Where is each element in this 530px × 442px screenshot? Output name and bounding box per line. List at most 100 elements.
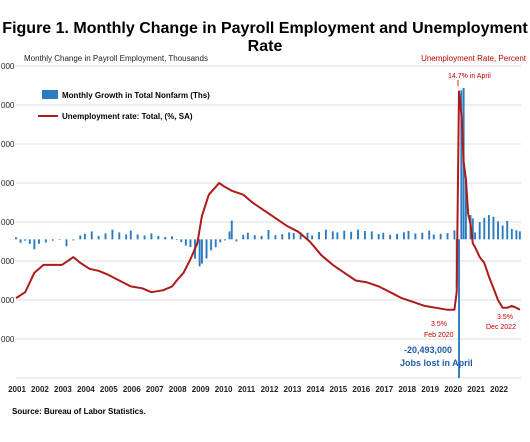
bar xyxy=(253,235,256,240)
figure-title: Figure 1. Monthly Change in Payroll Empl… xyxy=(2,20,528,55)
bar xyxy=(260,235,263,240)
x-axis-ticks: 2001 2002 2003 2004 2005 2006 2007 2008 2009 2010… xyxy=(8,385,508,394)
bar xyxy=(150,233,153,240)
left-tick-label: 000 xyxy=(1,257,15,266)
bar xyxy=(306,232,309,240)
bar xyxy=(175,239,178,241)
left-axis-ticks: 000 000 000 000 000 000 000 000 xyxy=(1,62,15,344)
left-tick-label: 000 xyxy=(1,296,15,305)
bar xyxy=(311,235,314,240)
x-tick-label: 2007 xyxy=(146,385,164,394)
annotation-label: Jobs lost in April xyxy=(400,358,473,368)
bar xyxy=(38,239,40,244)
bar xyxy=(83,233,86,240)
bar xyxy=(464,180,467,240)
x-tick-label: 2009 xyxy=(192,385,210,394)
bar xyxy=(136,234,139,240)
bar xyxy=(487,215,490,240)
x-tick-label: 2019 xyxy=(421,385,439,394)
bar xyxy=(458,239,460,378)
bar xyxy=(446,233,449,240)
annotation-label: 3.5% xyxy=(431,321,447,328)
bar xyxy=(164,236,167,240)
bar xyxy=(72,239,75,241)
bar xyxy=(214,239,217,248)
left-tick-label: 000 xyxy=(1,179,15,188)
bar xyxy=(506,220,509,240)
bar xyxy=(157,235,160,240)
x-tick-label: 2003 xyxy=(54,385,72,394)
bar xyxy=(184,239,187,246)
bar xyxy=(51,239,54,241)
x-tick-label: 2021 xyxy=(467,385,485,394)
bar xyxy=(118,232,121,240)
annotation-label: 14.7% in April xyxy=(448,73,491,80)
left-axis-label: Monthly Change in Payroll Employment, Th… xyxy=(24,54,208,63)
left-tick-label: 000 xyxy=(1,218,15,227)
unemployment-line xyxy=(15,90,521,311)
bar xyxy=(370,231,373,240)
bar xyxy=(228,231,231,240)
bar xyxy=(501,225,504,240)
bar xyxy=(33,239,36,250)
left-tick-label: 000 xyxy=(1,62,15,71)
bar xyxy=(246,232,249,240)
left-tick-label: 000 xyxy=(1,101,15,110)
x-tick-label: 2005 xyxy=(100,385,118,394)
x-tick-label: 2018 xyxy=(398,385,416,394)
bar xyxy=(223,239,226,241)
bar xyxy=(15,237,17,240)
bar xyxy=(357,229,359,240)
bar xyxy=(331,231,334,240)
bar xyxy=(414,233,417,240)
bar xyxy=(363,231,366,240)
bar xyxy=(97,235,100,240)
bar xyxy=(471,218,474,240)
legend: Monthly Growth in Total Nonfarm (Ths) Un… xyxy=(38,90,210,121)
bar xyxy=(171,236,174,240)
bar xyxy=(143,235,146,240)
bar xyxy=(439,233,442,240)
bar xyxy=(200,239,203,264)
x-tick-label: 2013 xyxy=(284,385,302,394)
bar xyxy=(274,235,277,240)
bar xyxy=(180,239,183,243)
x-tick-label: 2002 xyxy=(31,385,49,394)
bar xyxy=(281,234,284,240)
line-series xyxy=(15,90,521,311)
legend-bar-label: Monthly Growth in Total Nonfarm (Ths) xyxy=(62,91,210,100)
bar xyxy=(343,230,346,240)
annotation-label: Dec 2022 xyxy=(486,324,516,331)
left-tick-label: 000 xyxy=(1,140,15,149)
bar xyxy=(396,233,398,240)
right-axis-label: Unemployment Rate, Percent xyxy=(421,54,526,63)
bar xyxy=(288,232,291,240)
bar xyxy=(460,90,463,240)
annotation-label: Feb 2020 xyxy=(424,332,454,339)
bar xyxy=(318,232,320,240)
bar xyxy=(230,220,233,240)
bar xyxy=(389,234,392,240)
bar xyxy=(382,232,385,240)
bar xyxy=(219,239,222,243)
legend-line-label: Unemployment rate: Total, (%, SA) xyxy=(62,112,193,121)
annotation-label: 3.5% xyxy=(497,314,513,321)
x-tick-label: 2001 xyxy=(8,385,26,394)
bar xyxy=(267,229,270,240)
bar xyxy=(497,221,499,240)
x-tick-label: 2008 xyxy=(169,385,187,394)
gridlines xyxy=(16,65,521,379)
annotations: 14.7% in April 3.5% Feb 2020 3.5% Dec 2022 -2… xyxy=(400,73,516,368)
bar xyxy=(492,216,495,240)
bar xyxy=(198,239,201,267)
annotation-label: -20,493,000 xyxy=(404,345,452,355)
bar xyxy=(189,239,192,247)
bar xyxy=(129,230,132,240)
bar xyxy=(474,232,477,240)
x-tick-label: 2015 xyxy=(329,385,347,394)
left-tick-label: 000 xyxy=(1,335,15,344)
x-tick-label: 2011 xyxy=(238,385,256,394)
bar xyxy=(235,239,238,242)
bar xyxy=(324,229,327,240)
